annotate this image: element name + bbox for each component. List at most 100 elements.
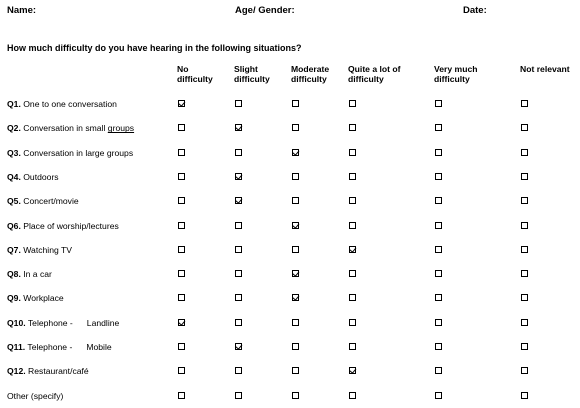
question-number: Q9. <box>7 293 21 304</box>
answer-checkbox[interactable] <box>235 197 242 205</box>
answer-checkbox[interactable] <box>349 197 356 205</box>
question-text: In a car <box>23 269 52 280</box>
answer-checkbox[interactable] <box>521 221 528 229</box>
answer-checkbox[interactable] <box>435 391 442 399</box>
answer-checkbox[interactable] <box>292 172 299 180</box>
answer-checkbox[interactable] <box>435 221 442 229</box>
answer-checkbox[interactable] <box>235 367 242 375</box>
answer-checkbox[interactable] <box>178 318 185 326</box>
answer-checkbox[interactable] <box>435 172 442 180</box>
question-number: Q11. <box>7 342 26 352</box>
answer-checkbox[interactable] <box>435 270 442 278</box>
answer-checkbox[interactable] <box>521 391 528 399</box>
answer-checkbox[interactable] <box>292 343 299 350</box>
answer-checkbox[interactable] <box>292 197 299 205</box>
answer-checkbox[interactable] <box>292 148 299 156</box>
answer-checkbox[interactable] <box>349 245 356 253</box>
question-number: Q7. <box>7 244 21 255</box>
answer-checkbox[interactable] <box>521 367 528 375</box>
question-row: Q8. In a car <box>0 266 580 284</box>
answer-checkbox[interactable] <box>521 270 528 278</box>
answer-checkbox[interactable] <box>521 148 528 156</box>
question-row: Q6. Place of worship/lectures <box>0 218 580 236</box>
question-text: One to one conversation <box>23 99 117 109</box>
answer-checkbox[interactable] <box>178 148 185 156</box>
answer-checkbox[interactable] <box>349 343 356 350</box>
answer-checkbox[interactable] <box>235 172 242 180</box>
answer-checkbox[interactable] <box>349 318 356 326</box>
question-number: Q2. <box>7 123 21 134</box>
name-label: Name: <box>7 5 37 16</box>
answer-checkbox[interactable] <box>349 294 356 302</box>
answer-checkbox[interactable] <box>349 367 356 375</box>
answer-checkbox[interactable] <box>178 221 185 229</box>
question-label: Other (specify) <box>7 391 63 401</box>
col-header-moderate-difficulty: Moderate difficulty <box>291 64 330 84</box>
answer-checkbox[interactable] <box>235 391 242 399</box>
question-row: Q1. One to one conversation <box>0 96 580 114</box>
answer-checkbox[interactable] <box>435 318 442 326</box>
answer-checkbox[interactable] <box>235 221 242 229</box>
answer-checkbox[interactable] <box>521 343 528 350</box>
answer-checkbox[interactable] <box>521 318 528 326</box>
answer-checkbox[interactable] <box>435 245 442 253</box>
answer-checkbox[interactable] <box>292 245 299 253</box>
question-number: Q4. <box>7 171 21 182</box>
answer-checkbox[interactable] <box>349 100 356 107</box>
answer-checkbox[interactable] <box>178 197 185 205</box>
answer-checkbox[interactable] <box>178 343 185 350</box>
answer-checkbox[interactable] <box>521 124 528 132</box>
question-label: Q12. Restaurant/café <box>7 366 89 376</box>
answer-checkbox[interactable] <box>178 391 185 399</box>
answer-checkbox[interactable] <box>435 294 442 302</box>
answer-checkbox[interactable] <box>435 367 442 375</box>
answer-checkbox[interactable] <box>235 100 242 107</box>
answer-checkbox[interactable] <box>235 343 242 350</box>
answer-checkbox[interactable] <box>349 221 356 229</box>
answer-checkbox[interactable] <box>178 270 185 278</box>
question-label: Q9. Workplace <box>7 293 64 303</box>
answer-checkbox[interactable] <box>521 172 528 180</box>
answer-checkbox[interactable] <box>435 148 442 156</box>
question-text: Conversation in large groups <box>23 147 134 158</box>
answer-checkbox[interactable] <box>178 100 185 107</box>
answer-checkbox[interactable] <box>349 172 356 180</box>
answer-checkbox[interactable] <box>521 197 528 205</box>
answer-checkbox[interactable] <box>178 124 185 132</box>
answer-checkbox[interactable] <box>178 245 185 253</box>
answer-checkbox[interactable] <box>235 294 242 302</box>
answer-checkbox[interactable] <box>235 148 242 156</box>
answer-checkbox[interactable] <box>292 270 299 278</box>
answer-checkbox[interactable] <box>292 294 299 302</box>
answer-checkbox[interactable] <box>521 245 528 253</box>
answer-checkbox[interactable] <box>292 124 299 132</box>
answer-checkbox[interactable] <box>178 294 185 302</box>
answer-checkbox[interactable] <box>349 124 356 132</box>
answer-checkbox[interactable] <box>435 100 442 107</box>
answer-checkbox[interactable] <box>521 294 528 302</box>
answer-checkbox[interactable] <box>435 197 442 205</box>
answer-checkbox[interactable] <box>435 124 442 132</box>
question-row: Q7. Watching TV <box>0 242 580 260</box>
answer-checkbox[interactable] <box>435 343 442 350</box>
answer-checkbox[interactable] <box>235 270 242 278</box>
answer-checkbox[interactable] <box>292 318 299 326</box>
answer-checkbox[interactable] <box>178 172 185 180</box>
answer-checkbox[interactable] <box>521 100 528 107</box>
col-header-very-much: Very much difficulty <box>434 64 478 84</box>
answer-checkbox[interactable] <box>292 100 299 107</box>
answer-checkbox[interactable] <box>349 270 356 278</box>
answer-checkbox[interactable] <box>292 367 299 375</box>
answer-checkbox[interactable] <box>235 245 242 253</box>
question-number: Q8. <box>7 269 21 280</box>
question-label: Q10. Telephone - Landline <box>7 318 119 328</box>
answer-checkbox[interactable] <box>349 391 356 399</box>
answer-checkbox[interactable] <box>178 367 185 375</box>
answer-checkbox[interactable] <box>235 124 242 132</box>
answer-checkbox[interactable] <box>292 391 299 399</box>
question-row: Q4. Outdoors <box>0 169 580 187</box>
answer-checkbox[interactable] <box>235 318 242 326</box>
answer-checkbox[interactable] <box>349 148 356 156</box>
answer-checkbox[interactable] <box>292 221 299 229</box>
question-label: Q8. In a car <box>7 269 52 279</box>
